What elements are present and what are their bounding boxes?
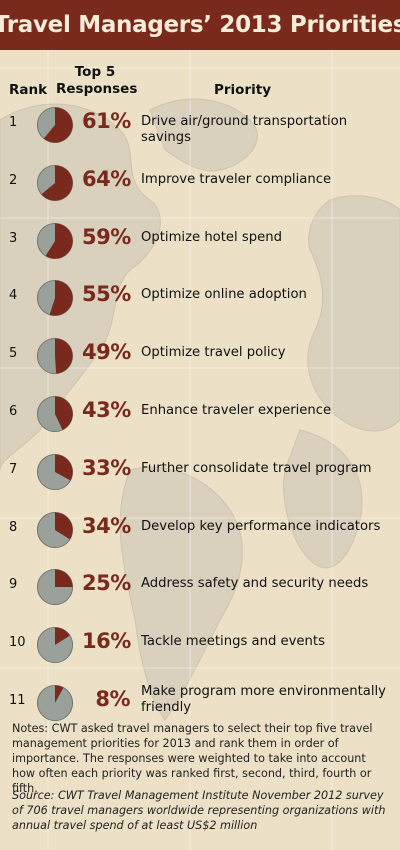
notes-text: Notes: CWT asked travel managers to sele… <box>12 722 373 795</box>
priority-label: Enhance traveler experience <box>141 403 332 418</box>
percentage-label: 61% <box>82 109 131 133</box>
percentage-label: 64% <box>82 166 131 191</box>
priority-label: Make program more environmentally friend… <box>141 684 386 715</box>
priority-label: Optimize travel policy <box>141 345 286 361</box>
percentage-label: 8% <box>95 687 130 711</box>
priority-column-header: Priority <box>214 82 271 98</box>
priority-label: Address safety and security needs <box>141 576 369 592</box>
percentage-label: 43% <box>82 398 131 422</box>
top5-column-header: Top 5 Responses <box>56 64 138 98</box>
table-row: 8 34% Develop key performance indicators <box>0 503 400 559</box>
pie-slice-share <box>45 223 73 259</box>
pie-slice-share <box>55 627 70 646</box>
pie-slice-share <box>55 512 73 540</box>
pie-slice-share <box>49 280 73 316</box>
pie-slice-share <box>55 685 64 703</box>
pie-chart <box>36 222 74 259</box>
rank-value: 8 <box>9 519 18 535</box>
pie-chart <box>36 164 74 201</box>
percentage-label: 25% <box>82 571 131 596</box>
pie-chart <box>36 569 74 606</box>
map-landmass <box>0 98 400 721</box>
rank-value: 5 <box>9 346 18 362</box>
pie-chart <box>36 684 74 722</box>
pie-chart <box>36 338 74 375</box>
pie-slice-share <box>55 569 73 588</box>
percentage-label: 49% <box>82 340 131 365</box>
table-row: 3 59% Optimize hotel spend <box>0 214 400 270</box>
table-row: 9 25% Address safety and security needs <box>0 560 400 616</box>
top5-header-line2: Responses <box>56 81 138 97</box>
rank-value: 3 <box>9 230 18 246</box>
rank-value: 1 <box>9 115 18 130</box>
rank-value: 11 <box>9 693 26 708</box>
percentage-label: 16% <box>82 629 131 654</box>
pie-slice-share <box>55 396 73 430</box>
pie-slice-share <box>41 165 73 201</box>
top5-header-line1: Top 5 <box>74 64 116 80</box>
rank-value: 4 <box>9 288 18 304</box>
percentage-label: 33% <box>82 455 131 480</box>
pie-slice-share <box>43 107 73 143</box>
priority-label: Further consolidate travel program <box>141 460 372 476</box>
table-row: 6 43% Enhance traveler experience <box>0 387 400 443</box>
pie-chart <box>36 106 74 144</box>
pie-chart <box>36 453 74 490</box>
chart-title: Travel Managers’ 2013 Priorities <box>0 12 400 38</box>
rank-value: 6 <box>9 404 18 419</box>
percentage-label: 55% <box>82 282 131 307</box>
table-row: 11 8% Make program more environmentally fr… <box>0 676 400 732</box>
pie-chart <box>36 395 74 433</box>
rank-column-header: Rank <box>9 82 48 98</box>
pie-slice-share <box>55 338 73 374</box>
table-row: 7 33% Further consolidate travel program <box>0 445 400 501</box>
table-row: 5 49% Optimize travel policy <box>0 329 400 385</box>
percentage-label: 34% <box>82 513 131 538</box>
pie-chart <box>36 280 74 317</box>
priority-label: Develop key performance indicators <box>141 518 381 534</box>
rank-value: 10 <box>9 635 26 651</box>
rank-value: 2 <box>9 172 18 188</box>
table-row: 10 16% Tackle meetings and events <box>0 618 400 674</box>
pie-chart <box>36 627 74 664</box>
priority-label: Drive air/ground transportation savings <box>141 114 348 145</box>
title-banner: Travel Managers’ 2013 Priorities <box>0 0 400 50</box>
priority-label: Optimize online adoption <box>141 287 307 303</box>
pie-chart <box>36 511 74 548</box>
table-row: 2 64% Improve traveler compliance <box>0 156 400 212</box>
table-row: 4 55% Optimize online adoption <box>0 271 400 327</box>
pie-slice-share <box>55 454 73 481</box>
percentage-label: 59% <box>82 224 131 249</box>
table-row: 1 61% Drive air/ground transportation savi… <box>0 98 400 154</box>
rank-value: 9 <box>9 577 18 593</box>
source-text: Source: CWT Travel Management Institute … <box>12 789 386 832</box>
priority-label: Tackle meetings and events <box>141 634 325 650</box>
rank-value: 7 <box>9 461 18 477</box>
priority-label: Improve traveler compliance <box>141 171 332 187</box>
priority-label: Optimize hotel spend <box>141 229 282 245</box>
